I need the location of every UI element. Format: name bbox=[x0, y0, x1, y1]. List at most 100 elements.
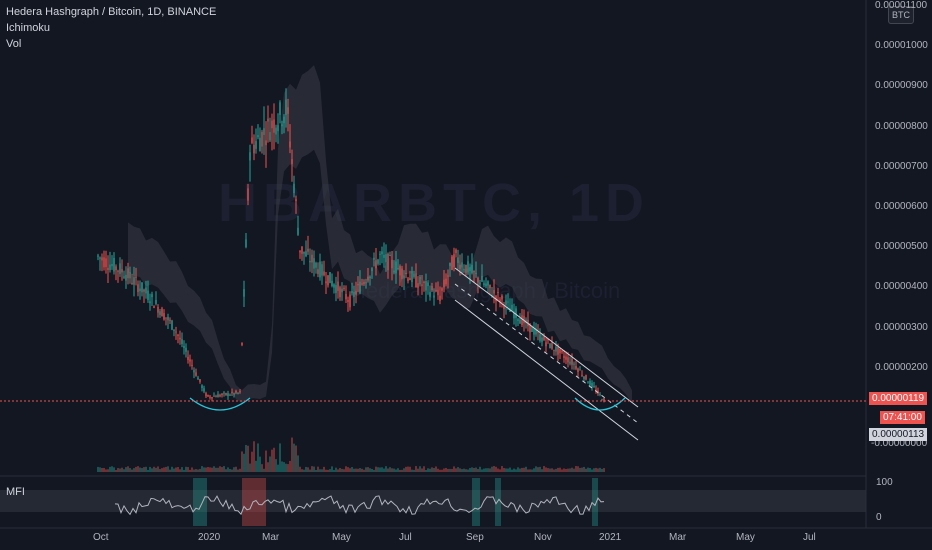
volume-bar bbox=[127, 466, 129, 472]
candle-body bbox=[221, 393, 223, 396]
volume-bar bbox=[439, 469, 441, 472]
candle-body bbox=[453, 254, 455, 268]
volume-bar bbox=[285, 463, 287, 472]
candle-body bbox=[383, 254, 385, 258]
price-label: 0.00000500 bbox=[875, 241, 928, 253]
candle-body bbox=[249, 152, 251, 161]
candle-body bbox=[361, 283, 363, 285]
volume-bar bbox=[445, 467, 447, 472]
mfi-zone bbox=[495, 478, 501, 526]
candle-body bbox=[295, 199, 297, 202]
volume-bar bbox=[469, 468, 471, 472]
volume-bar bbox=[303, 469, 305, 472]
indicator-volume[interactable]: Vol bbox=[6, 38, 22, 50]
volume-bar bbox=[273, 447, 275, 472]
volume-bar bbox=[211, 467, 213, 472]
candle-body bbox=[173, 329, 175, 331]
volume-bar bbox=[453, 466, 455, 472]
candle-body bbox=[325, 281, 327, 284]
candle-body bbox=[227, 393, 229, 397]
volume-bar bbox=[521, 467, 523, 472]
candle-body bbox=[217, 394, 219, 398]
currency-button[interactable]: BTC bbox=[888, 6, 914, 24]
volume-bar bbox=[575, 466, 577, 472]
candle-body bbox=[387, 253, 389, 271]
volume-bar bbox=[241, 451, 243, 472]
volume-bar bbox=[205, 467, 207, 472]
volume-bar bbox=[195, 469, 197, 472]
volume-bar bbox=[427, 468, 429, 472]
volume-bar bbox=[313, 466, 315, 472]
candle-body bbox=[177, 334, 179, 336]
candle-body bbox=[337, 281, 339, 291]
indicator-mfi[interactable]: MFI bbox=[6, 486, 25, 498]
candle-body bbox=[493, 290, 495, 294]
volume-bar bbox=[555, 468, 557, 472]
candle-body bbox=[379, 253, 381, 255]
series-title[interactable]: Hedera Hashgraph / Bitcoin, 1D, BINANCE bbox=[6, 6, 217, 18]
volume-bar bbox=[275, 459, 277, 472]
volume-bar bbox=[541, 469, 543, 472]
volume-bar bbox=[131, 469, 133, 472]
volume-bar bbox=[595, 467, 597, 472]
candle-body bbox=[167, 316, 169, 321]
candle-body bbox=[121, 269, 123, 273]
volume-bar bbox=[473, 467, 475, 472]
volume-bar bbox=[399, 469, 401, 472]
candle-body bbox=[429, 292, 431, 297]
volume-bar bbox=[111, 466, 113, 472]
candle-body bbox=[237, 392, 239, 394]
candle-body bbox=[409, 278, 411, 281]
candle-body bbox=[319, 261, 321, 278]
volume-bar bbox=[215, 467, 217, 472]
volume-bar bbox=[407, 466, 409, 472]
volume-bar bbox=[437, 468, 439, 472]
candle-body bbox=[283, 116, 285, 124]
candle-body bbox=[213, 395, 215, 397]
volume-bar bbox=[601, 468, 603, 472]
volume-bar bbox=[501, 466, 503, 472]
time-label: May bbox=[332, 532, 351, 543]
candle-body bbox=[405, 273, 407, 275]
candle-body bbox=[309, 260, 311, 263]
candle-body bbox=[335, 285, 337, 293]
candle-body bbox=[365, 282, 367, 284]
candle-body bbox=[259, 137, 261, 152]
volume-bar bbox=[191, 467, 193, 472]
volume-bar bbox=[587, 467, 589, 472]
candle-body bbox=[583, 376, 585, 379]
candle-body bbox=[355, 290, 357, 295]
candle-body bbox=[117, 270, 119, 272]
candle-body bbox=[171, 320, 173, 330]
candle-body bbox=[285, 99, 287, 115]
volume-bar bbox=[391, 468, 393, 472]
mfi-zone bbox=[242, 478, 266, 526]
volume-bar bbox=[545, 467, 547, 472]
candle-body bbox=[441, 288, 443, 291]
volume-bar bbox=[197, 469, 199, 472]
volume-bar bbox=[589, 468, 591, 472]
volume-bar bbox=[219, 466, 221, 472]
volume-bar bbox=[531, 469, 533, 472]
candle-body bbox=[241, 342, 243, 346]
candle-body bbox=[461, 262, 463, 268]
candle-body bbox=[169, 319, 171, 321]
volume-bar bbox=[177, 467, 179, 472]
candle-body bbox=[201, 385, 203, 389]
indicator-ichimoku[interactable]: Ichimoku bbox=[6, 22, 51, 34]
candle-body bbox=[435, 290, 437, 292]
volume-bar bbox=[281, 461, 283, 472]
channel-lower-line bbox=[454, 299, 639, 441]
volume-bar bbox=[561, 469, 563, 472]
volume-bar bbox=[527, 469, 529, 472]
candle-body bbox=[215, 396, 217, 398]
candle-body bbox=[599, 393, 601, 395]
volume-bar bbox=[257, 443, 259, 472]
candle-body bbox=[519, 319, 521, 324]
volume-bar bbox=[499, 469, 501, 472]
volume-bar bbox=[189, 469, 191, 472]
candle-body bbox=[125, 274, 127, 281]
volume-bar bbox=[567, 468, 569, 472]
